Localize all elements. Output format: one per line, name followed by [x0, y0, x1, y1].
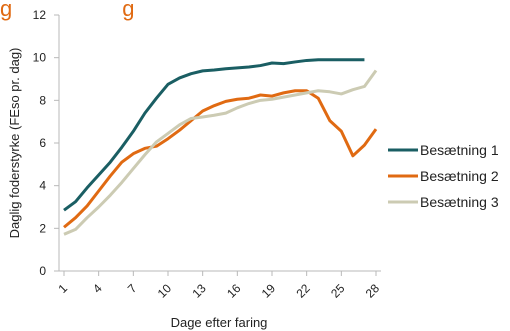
y-axis-label: Daglig foderstyrke (FEso pr. dag)	[7, 48, 22, 239]
x-tick-label: 25	[328, 281, 348, 301]
y-axis: 0 2 4 6 8 10 12	[33, 8, 60, 278]
y-tick-label: 6	[39, 136, 46, 150]
series-line-3	[63, 69, 378, 236]
chart-title: g g	[0, 0, 135, 21]
y-tick-label: 8	[39, 93, 46, 107]
y-tick-label: 2	[39, 221, 46, 235]
series-line-2	[63, 89, 378, 229]
x-axis: 1 4 7 10 13 16 19 22 25 28	[55, 270, 383, 301]
y-tick-label: 12	[33, 8, 47, 22]
x-axis-label: Dage efter faring	[171, 315, 268, 330]
legend: Besætning 1 Besætning 2 Besætning 3	[388, 142, 499, 210]
x-tick-label: 4	[90, 281, 105, 296]
y-tick-label: 4	[39, 179, 46, 193]
series-line-1	[63, 58, 365, 212]
x-tick-label: 22	[293, 281, 313, 301]
y-tick-label: 0	[39, 264, 46, 278]
x-tick-label: 16	[224, 281, 244, 301]
x-tick-label: 7	[125, 281, 140, 296]
series-lines	[63, 58, 378, 236]
x-tick-label: 28	[363, 281, 383, 301]
x-tick-label: 1	[55, 281, 70, 296]
x-tick-label: 13	[189, 281, 209, 301]
legend-label-2: Besætning 2	[420, 168, 499, 184]
legend-label-1: Besætning 1	[420, 142, 499, 158]
x-tick-label: 10	[155, 281, 175, 301]
legend-label-3: Besætning 3	[420, 194, 499, 210]
x-tick-label: 19	[259, 281, 279, 301]
y-tick-label: 10	[33, 51, 47, 65]
